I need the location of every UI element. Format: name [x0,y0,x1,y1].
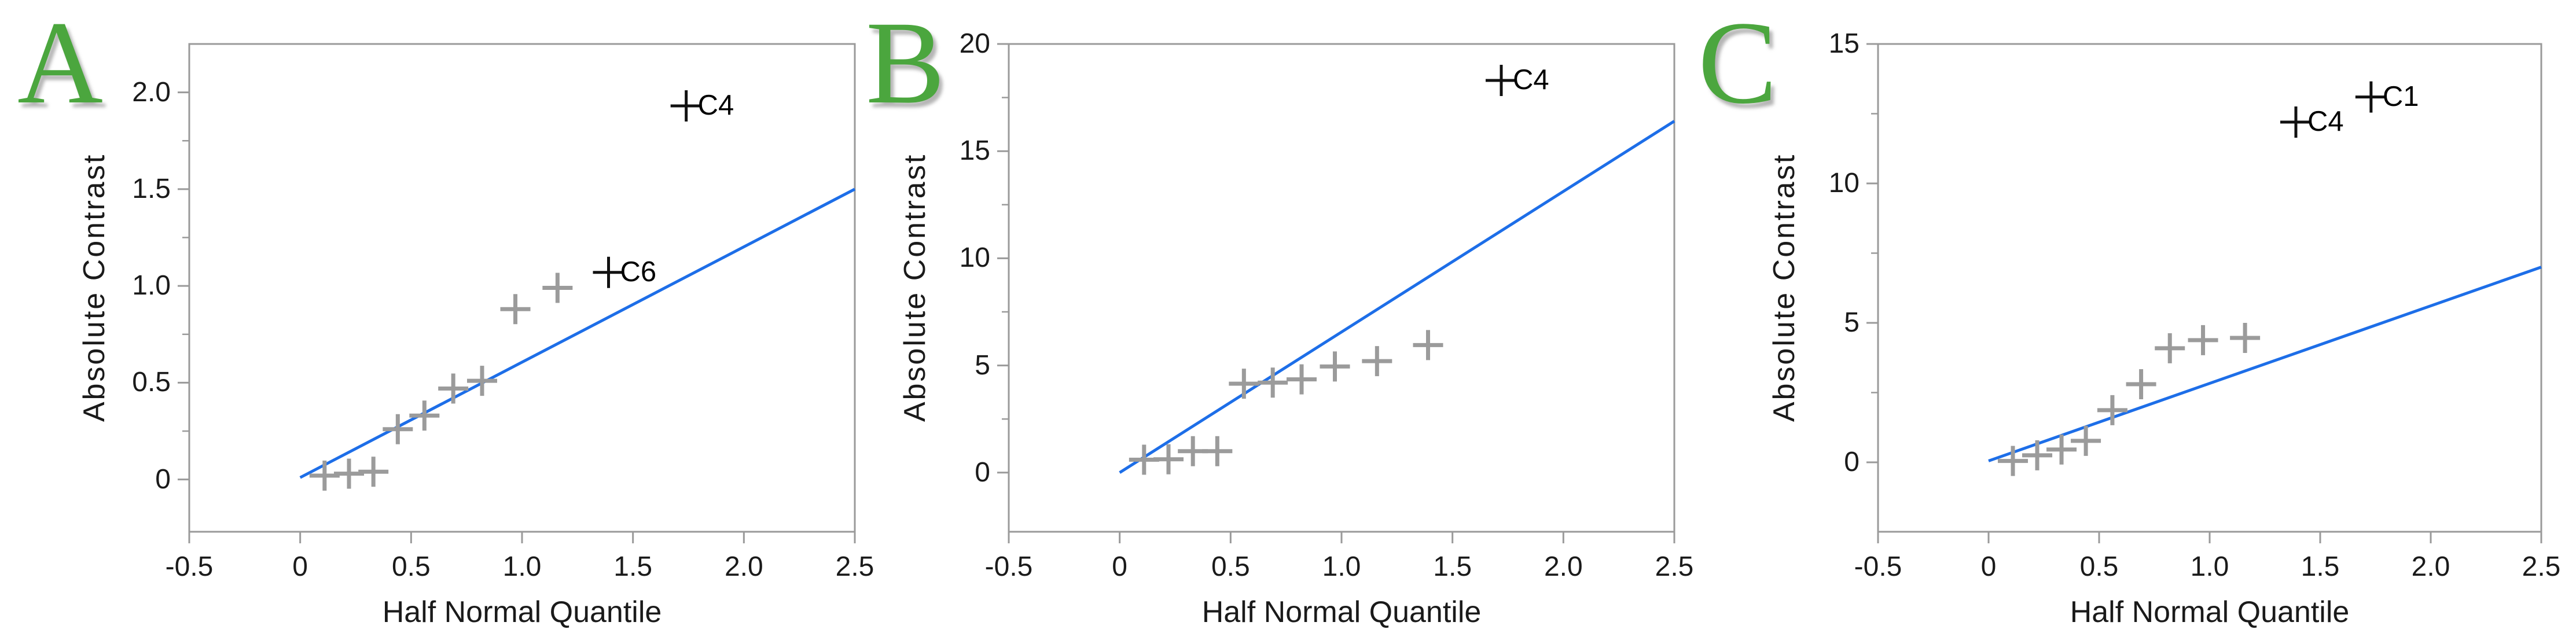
y-tick-label: 0.5 [132,367,171,398]
x-tick-label: 0.5 [391,551,431,582]
data-point-cross [467,366,497,396]
x-tick-label: 1.0 [1322,551,1361,582]
y-tick-label: 1.5 [132,173,171,204]
data-point-cross [1202,436,1233,466]
point-label: C1 [2382,80,2419,112]
x-tick-label: 1.5 [2301,551,2340,582]
data-point-cross [2071,425,2101,456]
x-tick-label: 2.5 [1655,551,1694,582]
labeled-point-cross [2355,81,2387,113]
y-tick-label: 20 [959,28,990,59]
y-tick-label: 10 [959,242,990,274]
x-tick-label: 0 [1112,551,1127,582]
data-point-cross [1229,369,1259,399]
data-point-cross [1153,444,1184,474]
y-tick-label: 0 [155,463,171,495]
x-tick-label: 2.0 [2411,551,2450,582]
y-tick-label: 0 [975,457,990,488]
plot-frame [188,43,856,533]
data-point-cross [2022,440,2053,470]
data-point-cross [438,373,469,404]
x-tick-label: 0.5 [2079,551,2119,582]
labeled-point-cross [593,256,624,288]
x-tick-label: 0 [1980,551,1997,582]
y-tick-label: 1.0 [132,270,171,301]
data-point-cross [2155,333,2185,363]
fit-line [1119,120,1675,474]
fit-line [1988,266,2542,462]
plot-frame [1877,43,2542,533]
point-label: C4 [1513,64,1549,95]
x-tick-label: 0.5 [1211,551,1250,582]
labeled-point-cross [1486,64,1517,96]
x-tick-label: 0 [292,551,308,582]
data-point-cross [409,400,440,431]
panel-letter-b: B [866,0,945,128]
x-tick-label: 1.0 [2190,551,2229,582]
point-label: C4 [2307,105,2344,137]
data-point-cross [1998,446,2029,476]
data-point-cross [1258,367,1288,398]
y-axis-title: Absolute Contrast [898,153,932,422]
x-tick-label: 1.5 [1433,551,1472,582]
data-point-cross [358,457,389,487]
y-tick-label: 0 [1844,446,1860,477]
data-point-cross [1287,364,1317,395]
x-tick-label: -0.5 [165,551,214,582]
data-point-cross [2046,434,2077,465]
data-point-cross [1413,330,1443,360]
y-tick-label: 5 [975,349,990,381]
x-axis-title: Half Normal Quantile [2070,595,2350,629]
x-tick-label: 1.0 [502,551,542,582]
y-tick-label: 2.0 [132,76,171,108]
x-tick-label: -0.5 [984,551,1033,582]
data-point-cross [542,273,573,303]
data-point-cross [2097,395,2127,425]
x-axis-title: Half Normal Quantile [1201,595,1482,629]
data-point-cross [2126,369,2156,400]
data-point-cross [500,294,531,325]
x-tick-label: 2.5 [2522,551,2561,582]
x-tick-label: 1.5 [613,551,653,582]
x-tick-label: 2.5 [835,551,874,582]
y-tick-label: 15 [959,135,990,167]
x-tick-label: -0.5 [1854,551,1902,582]
data-point-cross [1320,351,1350,382]
plot-frame [1008,43,1675,533]
data-point-cross [2230,323,2261,354]
panel-letter-c: C [1698,0,1777,128]
data-point-cross [1362,346,1392,377]
labeled-point-cross [2280,106,2312,138]
x-tick-label: 2.0 [1544,551,1583,582]
data-point-cross [2188,325,2218,355]
panel-letter-a: A [17,0,104,128]
y-tick-label: 15 [1828,28,1860,59]
labeled-point-cross [670,90,702,122]
y-tick-label: 5 [1844,307,1860,338]
data-point-cross [383,414,413,444]
fit-line [299,187,856,479]
x-tick-label: 2.0 [724,551,763,582]
point-label: C6 [620,256,657,288]
x-axis-title: Half Normal Quantile [382,595,662,629]
point-label: C4 [697,90,734,122]
y-tick-label: 10 [1828,167,1860,198]
